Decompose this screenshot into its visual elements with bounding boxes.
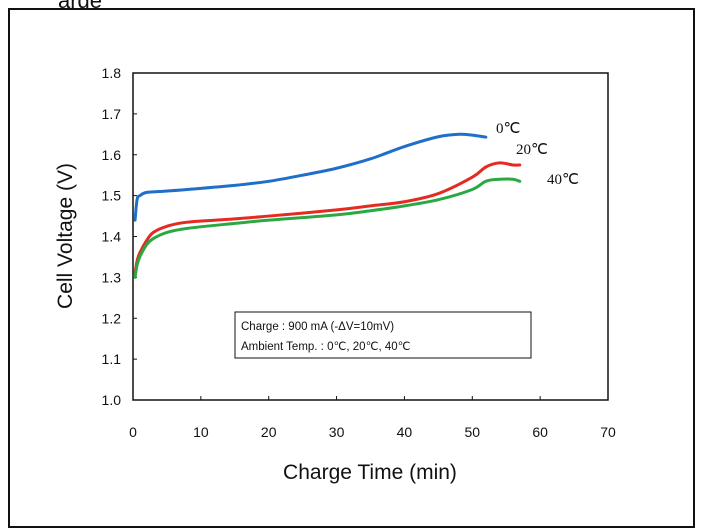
y-axis-title: Cell Voltage (V) — [54, 163, 77, 309]
condition-note: Charge : 900 mA (-ΔV=10mV) Ambient Temp.… — [234, 311, 532, 359]
x-tick-label: 70 — [600, 424, 616, 440]
series-line-2 — [133, 177, 522, 279]
series-line-1 — [133, 161, 522, 275]
y-tick-label: 1.7 — [102, 106, 122, 122]
x-tick-label: 0 — [129, 424, 137, 440]
x-tick-label: 50 — [464, 424, 480, 440]
series-label-0c: 0℃ — [496, 121, 520, 137]
condition-note-line-1: Charge : 900 mA (-ΔV=10mV) — [241, 321, 394, 333]
y-tick-label: 1.1 — [102, 351, 122, 367]
chart-frame — [8, 8, 695, 528]
y-tick-label: 1.4 — [102, 229, 122, 245]
series-label-20c: 20℃ — [516, 142, 548, 158]
line-chart: 0 10 20 30 40 50 60 70 1.0 1.1 1.2 1.3 1.4 1.5 1.6 1.7… — [54, 65, 616, 484]
x-tick-label: 30 — [329, 424, 345, 440]
y-tick-label: 1.8 — [102, 65, 122, 81]
x-axis-title: Charge Time (min) — [283, 461, 457, 484]
condition-note-line-2: Ambient Temp. : 0℃, 20℃, 40℃ — [241, 341, 411, 353]
y-tick-label: 1.0 — [102, 392, 122, 408]
x-axis: 0 10 20 30 40 50 60 70 — [129, 396, 616, 440]
x-tick-label: 10 — [193, 424, 209, 440]
y-tick-label: 1.6 — [102, 147, 122, 163]
x-tick-label: 40 — [397, 424, 413, 440]
y-tick-label: 1.2 — [102, 310, 122, 326]
x-tick-label: 60 — [532, 424, 548, 440]
y-tick-label: 1.3 — [102, 269, 122, 285]
y-tick-label: 1.5 — [102, 188, 122, 204]
condition-note-box — [234, 311, 532, 359]
series-line-0 — [133, 132, 488, 222]
series-label-40c: 40℃ — [547, 172, 579, 188]
x-tick-label: 20 — [261, 424, 277, 440]
y-axis: 1.0 1.1 1.2 1.3 1.4 1.5 1.6 1.7 1.8 — [102, 65, 137, 408]
series-lines — [133, 132, 522, 279]
